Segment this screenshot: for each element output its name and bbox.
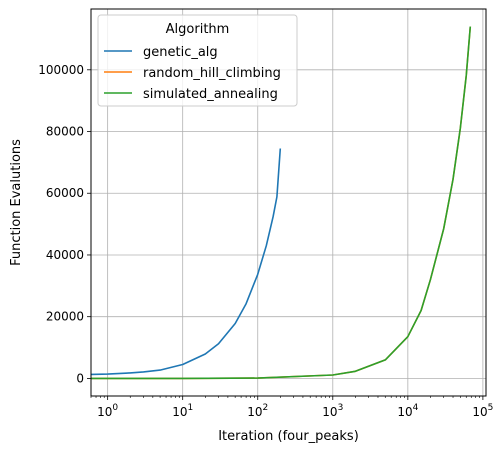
x-tick-label: 101 xyxy=(172,403,193,419)
y-tick-label: 80000 xyxy=(46,125,84,139)
legend: Algorithm genetic_alg random_hill_climbin… xyxy=(97,14,298,107)
y-tick-label: 40000 xyxy=(46,248,84,262)
x-tick-label: 100 xyxy=(97,403,118,419)
x-tick-label: 102 xyxy=(247,403,268,419)
y-tick-label: 20000 xyxy=(46,310,84,324)
plot-frame xyxy=(90,8,487,397)
x-axis-label: Iteration (four_peaks) xyxy=(218,429,359,444)
legend-frame xyxy=(97,14,298,107)
series-line-genetic-alg xyxy=(90,148,282,376)
legend-title: Algorithm xyxy=(166,22,230,37)
y-axis-label: Function Evalutions xyxy=(9,139,24,266)
y-tick-label: 60000 xyxy=(46,186,84,200)
y-tick-label: 100000 xyxy=(38,63,84,77)
series-line-simulated-annealing xyxy=(91,26,472,380)
legend-label-genetic-alg: genetic_alg xyxy=(143,45,218,60)
y-tick-label: 0 xyxy=(76,371,84,385)
x-tick-label: 105 xyxy=(472,403,493,419)
legend-label-simulated-annealing: simulated_annealing xyxy=(143,87,278,102)
legend-entries: genetic_alg random_hill_climbing simulated… xyxy=(104,45,281,102)
x-tick-label: 104 xyxy=(397,403,418,419)
x-tick-label: 103 xyxy=(322,403,343,419)
ticks: 100 101 102 103 104 105 0 20000 40000 60000 80000 1… xyxy=(38,63,493,419)
legend-label-random-hill-climbing: random_hill_climbing xyxy=(143,66,281,81)
series-lines xyxy=(90,26,472,380)
